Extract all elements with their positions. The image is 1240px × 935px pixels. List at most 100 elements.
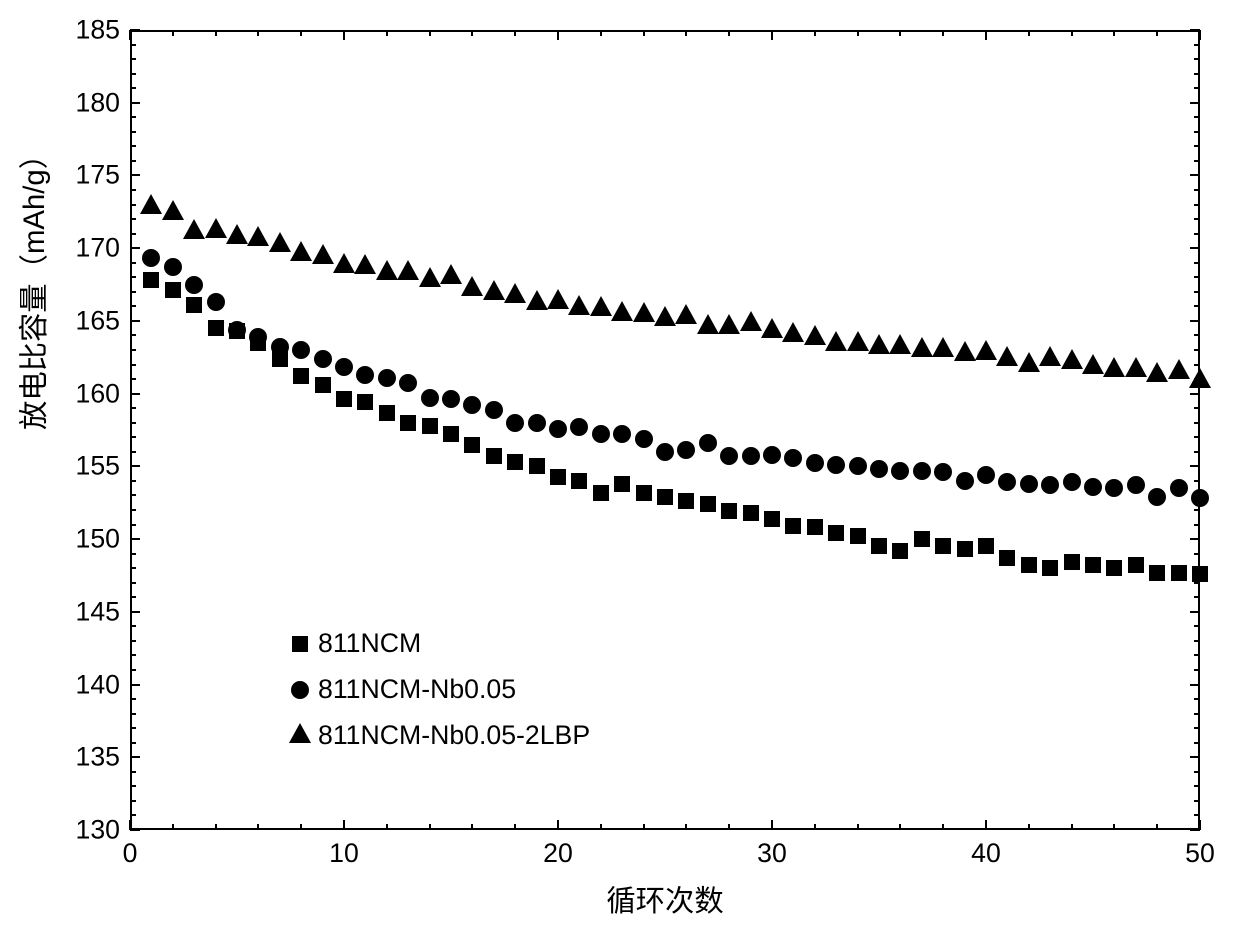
data-marker <box>269 232 291 252</box>
data-marker <box>1128 557 1144 573</box>
data-marker <box>656 443 674 461</box>
data-marker <box>1020 475 1038 493</box>
data-marker <box>721 503 737 519</box>
data-marker <box>354 254 376 274</box>
data-marker <box>376 260 398 280</box>
x-tick-label: 50 <box>1185 838 1215 869</box>
data-marker <box>186 297 202 313</box>
data-marker <box>336 391 352 407</box>
data-marker <box>315 377 331 393</box>
data-marker <box>740 311 762 331</box>
x-tick-label: 10 <box>329 838 359 869</box>
data-marker <box>611 301 633 321</box>
data-marker <box>571 473 587 489</box>
data-marker <box>421 389 439 407</box>
x-tick-label: 30 <box>757 838 787 869</box>
x-tick-label: 0 <box>123 838 138 869</box>
data-marker <box>1127 476 1145 494</box>
data-marker <box>764 511 780 527</box>
legend-item: 811NCM-Nb0.05-2LBP <box>300 720 590 751</box>
data-marker <box>1082 354 1104 374</box>
y-tick-label: 180 <box>76 87 120 118</box>
data-marker <box>677 441 695 459</box>
data-marker <box>675 304 697 324</box>
data-marker <box>785 518 801 534</box>
data-marker <box>486 448 502 464</box>
data-marker <box>697 314 719 334</box>
data-marker <box>1189 368 1211 388</box>
data-marker <box>1149 565 1165 581</box>
data-marker <box>504 283 526 303</box>
data-marker <box>379 405 395 421</box>
data-marker <box>678 493 694 509</box>
legend-item: 811NCM <box>300 628 421 659</box>
data-marker <box>547 289 569 309</box>
data-marker <box>399 374 417 392</box>
data-marker <box>290 241 312 261</box>
data-marker <box>549 420 567 438</box>
y-axis-title: 放电比容量（mAh/g） <box>11 140 53 430</box>
data-marker <box>165 282 181 298</box>
y-tick-label: 135 <box>76 742 120 773</box>
data-marker <box>633 302 655 322</box>
y-tick-label: 170 <box>76 233 120 264</box>
data-marker <box>720 447 738 465</box>
data-marker <box>784 449 802 467</box>
data-marker <box>1021 557 1037 573</box>
data-marker <box>1192 566 1208 582</box>
data-marker <box>763 446 781 464</box>
data-marker <box>977 466 995 484</box>
data-marker <box>699 434 717 452</box>
data-marker <box>1064 554 1080 570</box>
legend-label: 811NCM-Nb0.05-2LBP <box>318 720 590 751</box>
data-marker <box>1085 557 1101 573</box>
data-marker <box>226 224 248 244</box>
data-marker <box>914 531 930 547</box>
chart-root: 0102030405013013514014515015516016517017… <box>0 0 1240 935</box>
data-marker <box>806 454 824 472</box>
data-marker <box>825 331 847 351</box>
data-marker <box>999 550 1015 566</box>
data-marker <box>998 473 1016 491</box>
data-marker <box>932 337 954 357</box>
data-marker <box>422 418 438 434</box>
data-marker <box>742 447 760 465</box>
data-marker <box>1041 476 1059 494</box>
data-marker <box>590 296 612 316</box>
data-marker <box>657 489 673 505</box>
data-marker <box>397 260 419 280</box>
data-marker <box>1105 479 1123 497</box>
data-marker <box>568 295 590 315</box>
data-marker <box>743 505 759 521</box>
data-marker <box>142 249 160 267</box>
data-marker <box>207 293 225 311</box>
data-marker <box>761 318 783 338</box>
data-marker <box>996 346 1018 366</box>
data-marker <box>1170 479 1188 497</box>
data-marker <box>185 276 203 294</box>
data-marker <box>526 290 548 310</box>
data-marker <box>847 331 869 351</box>
data-marker <box>312 244 334 264</box>
data-marker <box>850 528 866 544</box>
data-marker <box>228 321 246 339</box>
data-marker <box>183 219 205 239</box>
data-marker <box>485 401 503 419</box>
data-marker <box>978 538 994 554</box>
y-tick-label: 155 <box>76 451 120 482</box>
data-marker <box>614 476 630 492</box>
data-marker <box>140 194 162 214</box>
data-marker <box>828 525 844 541</box>
data-marker <box>249 328 267 346</box>
plot-frame <box>130 30 1200 830</box>
data-marker <box>849 457 867 475</box>
data-marker <box>782 322 804 342</box>
data-marker <box>956 472 974 490</box>
data-marker <box>911 337 933 357</box>
data-marker <box>1039 346 1061 366</box>
data-marker <box>483 280 505 300</box>
data-marker <box>934 463 952 481</box>
data-marker <box>804 325 826 345</box>
data-marker <box>913 462 931 480</box>
data-marker <box>892 543 908 559</box>
